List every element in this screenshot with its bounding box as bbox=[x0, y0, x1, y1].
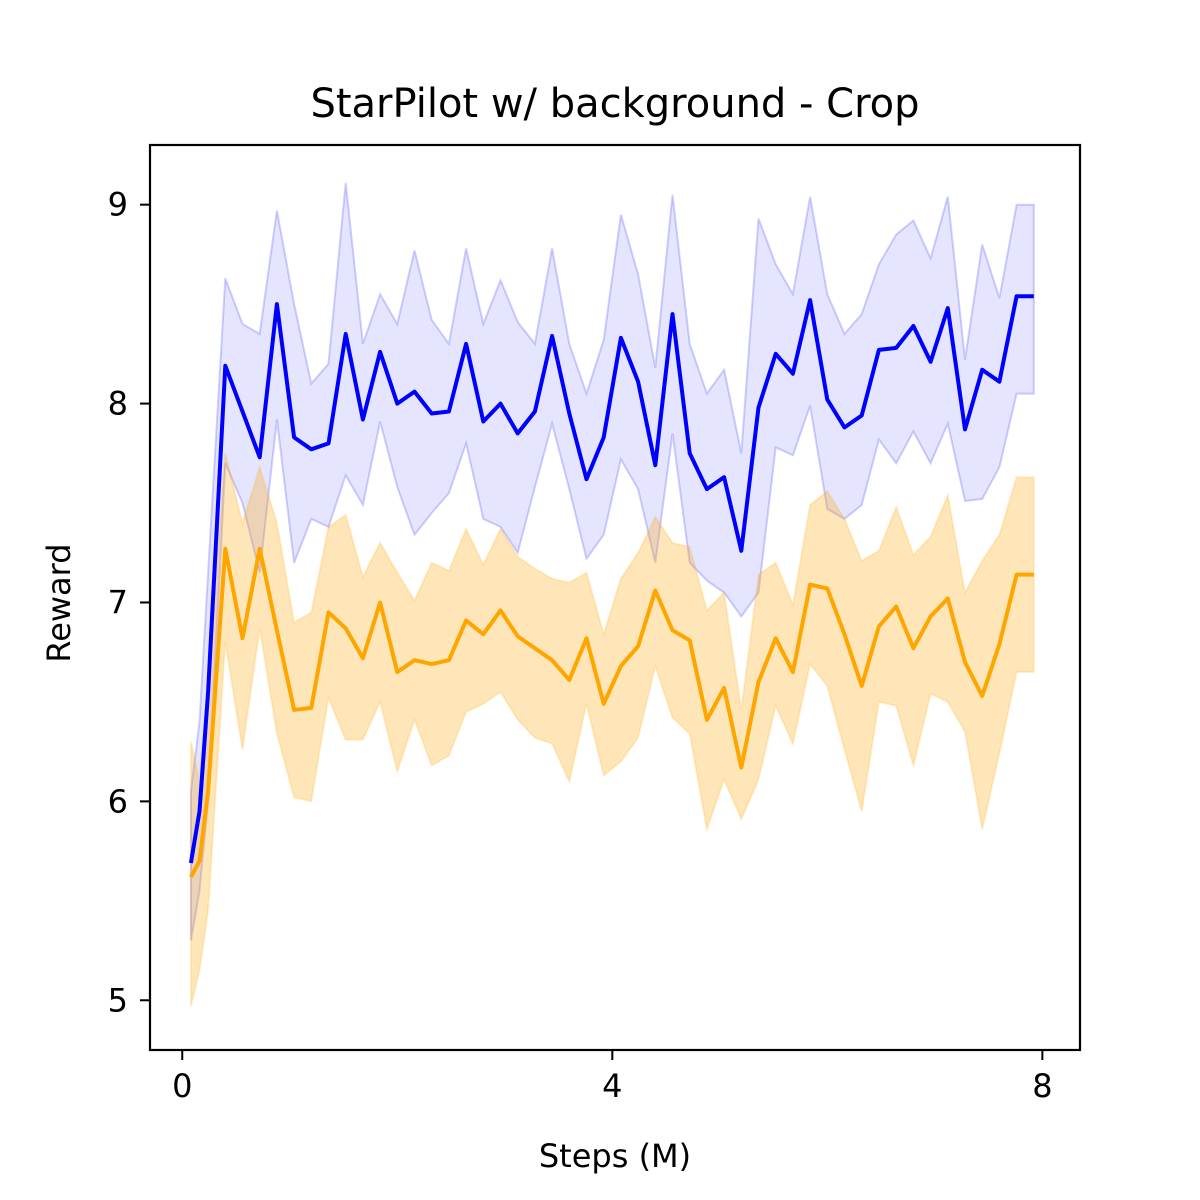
y-axis-ticks: 5 6 7 8 9 bbox=[108, 186, 150, 1019]
y-tick-label: 8 bbox=[108, 385, 128, 423]
y-tick-label: 5 bbox=[108, 981, 128, 1019]
x-tick-label: 0 bbox=[172, 1067, 192, 1105]
y-tick-label: 7 bbox=[108, 583, 128, 621]
x-tick-label: 4 bbox=[602, 1067, 622, 1105]
y-tick-label: 9 bbox=[108, 186, 128, 224]
x-axis-ticks: 0 4 8 bbox=[172, 1050, 1053, 1105]
y-axis-label: Reward bbox=[40, 543, 78, 662]
x-tick-label: 8 bbox=[1032, 1067, 1052, 1105]
y-tick-label: 6 bbox=[108, 782, 128, 820]
series-lines bbox=[188, 294, 1034, 878]
x-axis-label: Steps (M) bbox=[539, 1137, 691, 1175]
series-line-2 bbox=[189, 546, 1034, 878]
confidence-band-2 bbox=[189, 453, 1035, 1007]
chart-title: StarPilot w/ background - Crop bbox=[310, 81, 919, 127]
series-line-1 bbox=[188, 294, 1034, 864]
plot-area-frame bbox=[148, 143, 1082, 1052]
